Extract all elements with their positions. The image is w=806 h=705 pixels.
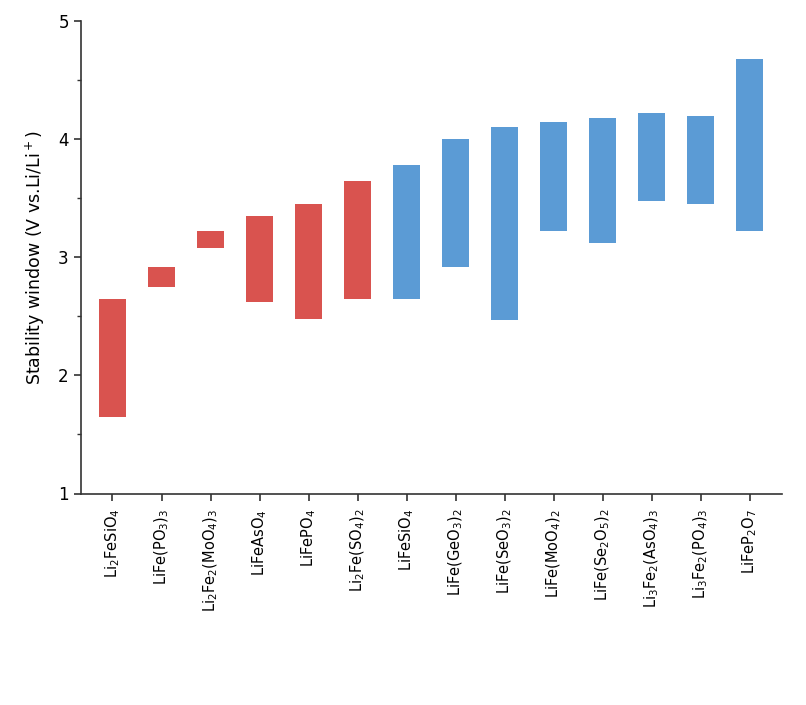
Y-axis label: Stability window (V vs.Li/Li$^+$): Stability window (V vs.Li/Li$^+$) [23, 130, 47, 385]
Bar [688, 116, 714, 204]
Bar [638, 114, 666, 201]
Bar [492, 128, 518, 320]
Bar [197, 231, 224, 248]
Bar [344, 180, 371, 299]
Bar [246, 216, 273, 302]
Bar [589, 118, 617, 243]
Bar [737, 59, 763, 231]
Bar [540, 121, 567, 231]
Bar [393, 165, 420, 299]
Bar [148, 266, 175, 287]
Bar [442, 139, 469, 266]
Bar [99, 299, 126, 417]
Bar [295, 204, 322, 319]
